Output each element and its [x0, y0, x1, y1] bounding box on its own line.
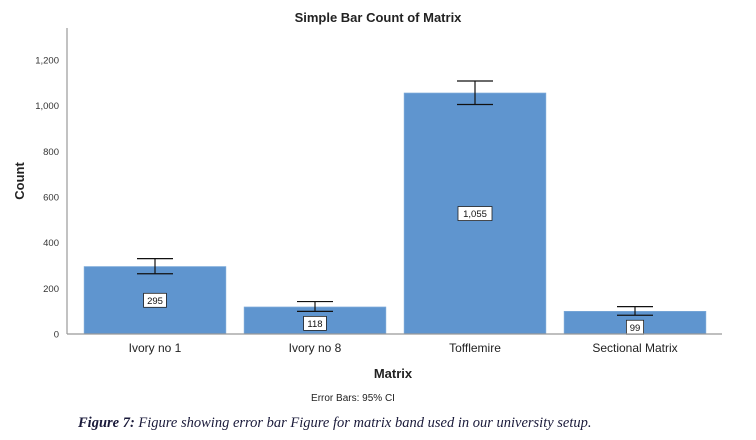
- y-tick-label: 200: [43, 284, 59, 295]
- data-label-box: [303, 315, 327, 331]
- data-label: 295: [147, 296, 163, 307]
- error-bar: [617, 305, 653, 316]
- y-tick-label: 400: [43, 238, 59, 249]
- data-label-box: [143, 292, 167, 308]
- x-tick-label: Ivory no 8: [289, 341, 342, 355]
- chart-title: Simple Bar Count of Matrix: [295, 10, 463, 25]
- caption-label: Figure 7:: [78, 415, 135, 431]
- y-axis-label: Count: [12, 162, 27, 200]
- x-tick-label: Sectional Matrix: [592, 341, 677, 355]
- footnote: Error Bars: 95% CI: [311, 393, 395, 404]
- data-label-box: [457, 206, 493, 221]
- error-bar: [137, 258, 173, 275]
- caption-text: Figure showing error bar Figure for matr…: [134, 415, 592, 431]
- y-tick-label: 600: [43, 192, 59, 203]
- data-label: 118: [307, 319, 322, 330]
- x-tick-label: Tofflemire: [449, 341, 501, 355]
- y-tick-label: 1,200: [35, 55, 59, 66]
- x-tick-label: Ivory no 1: [129, 341, 182, 355]
- y-tick-label: 800: [43, 147, 59, 158]
- x-axis-label: Matrix: [374, 366, 413, 381]
- data-label: 99: [630, 323, 641, 334]
- y-tick-label: 1,000: [35, 101, 59, 112]
- data-label: 1,055: [463, 209, 487, 220]
- error-bar: [297, 300, 333, 312]
- figure-caption: Figure 7: Figure showing error bar Figur…: [78, 415, 592, 432]
- y-tick-label: 0: [54, 330, 59, 341]
- error-bar: [457, 80, 493, 106]
